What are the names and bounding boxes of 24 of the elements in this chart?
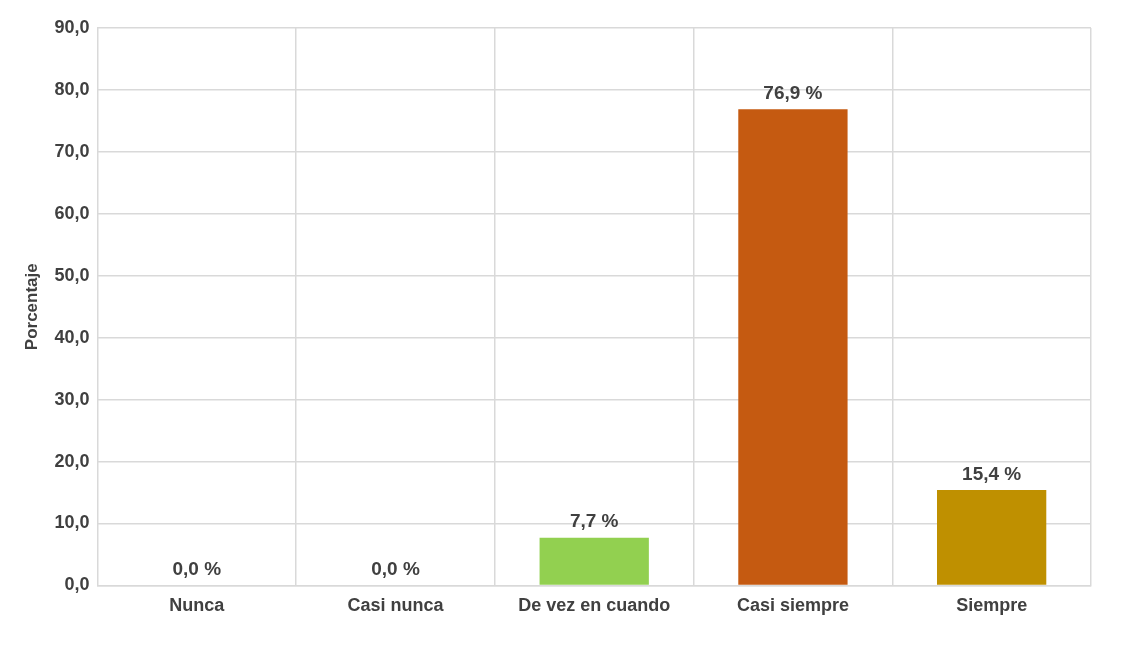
bar [937, 490, 1047, 585]
bar [539, 537, 649, 585]
data-label: 0,0 % [371, 558, 420, 580]
data-label: 15,4 % [962, 462, 1022, 484]
data-label: 76,9 % [763, 81, 823, 103]
y-tick-label: 50,0 [54, 264, 90, 285]
bar [738, 109, 848, 585]
data-label: 0,0 % [172, 558, 222, 580]
x-tick-label: Casi nunca [347, 595, 445, 616]
y-tick-label: 90,0 [54, 16, 90, 37]
y-tick-label: 70,0 [54, 140, 90, 161]
y-tick-label: 80,0 [54, 78, 90, 99]
x-tick-label: De vez en cuando [518, 595, 671, 616]
y-tick-label: 60,0 [54, 202, 90, 223]
x-tick-label: Siempre [956, 595, 1028, 616]
y-tick-label: 20,0 [54, 450, 90, 471]
y-tick-label: 30,0 [54, 388, 90, 409]
x-tick-label: Nunca [169, 595, 226, 616]
y-tick-label: 40,0 [54, 326, 90, 347]
x-tick-label: Casi siempre [736, 595, 849, 616]
y-axis-title: Porcentaje [21, 263, 41, 351]
data-label: 7,7 % [569, 510, 619, 532]
y-tick-label: 10,0 [54, 512, 90, 533]
y-tick-label: 0,0 [64, 574, 90, 595]
